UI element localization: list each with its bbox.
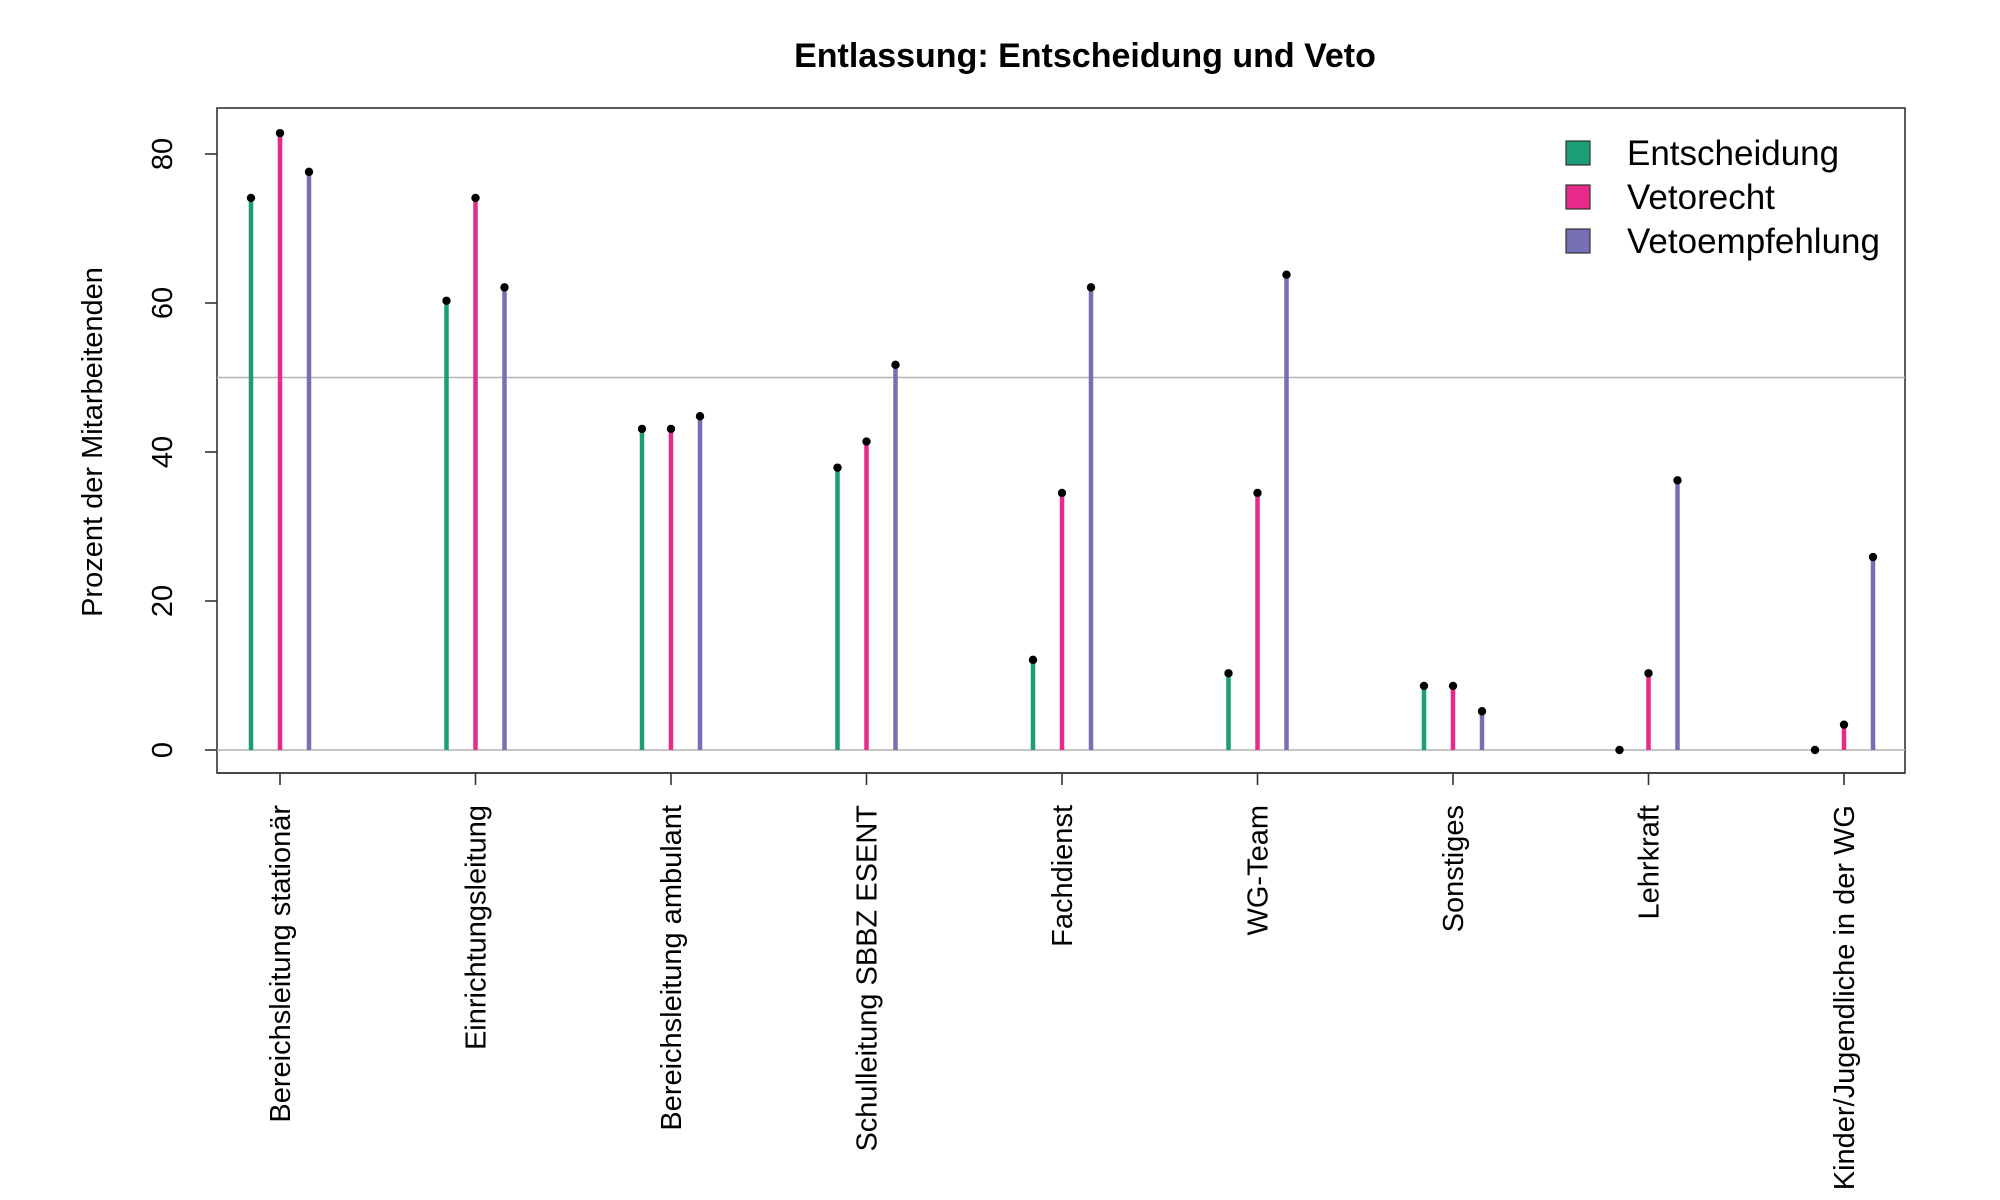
point-entscheidung (1615, 745, 1624, 755)
point-vetoempfehlung (500, 283, 509, 292)
y-tick-label: 20 (147, 585, 179, 617)
point-entscheidung (1810, 745, 1820, 755)
x-tick-label: Lehrkraft (1634, 805, 1666, 919)
point-vetoempfehlung (695, 412, 705, 421)
point-vetorecht (1253, 488, 1262, 498)
point-vetoempfehlung (1868, 552, 1878, 562)
point-entscheidung (246, 193, 256, 203)
point-entscheidung (1224, 669, 1233, 678)
x-tick-label: Bereichsleitung stationär (265, 805, 297, 1123)
point-vetorecht (666, 424, 676, 434)
legend-entry: Vetorecht (1627, 178, 1775, 217)
y-axis-label: Prozent der Mitarbeitenden (77, 267, 109, 617)
point-vetorecht (1839, 720, 1849, 729)
point-entscheidung (833, 463, 842, 472)
point-entscheidung (1419, 681, 1429, 691)
chart-marks: 0 20 40 60 80 Bereichsleitung stationär Einric… (147, 128, 1905, 1190)
point-vetoempfehlung (1086, 283, 1096, 292)
point-entscheidung (1028, 655, 1038, 665)
point-vetoempfehlung (1477, 707, 1487, 716)
x-tick-label: Bereichsleitung ambulant (656, 805, 688, 1131)
legend-entry: Vetoempfehlung (1627, 222, 1880, 261)
x-tick-label: WG-Team (1243, 805, 1275, 936)
y-tick-label: 80 (147, 138, 179, 170)
x-tick-label: Kinder/Jugendliche in der WG (1829, 805, 1861, 1190)
legend: Entscheidung Vetorecht Vetoempfehlung (1565, 134, 1880, 261)
legend-swatch (1565, 184, 1591, 210)
point-entscheidung (637, 424, 647, 434)
chart-title: Entlassung: Entscheidung und Veto (794, 37, 1376, 75)
x-tick-label: Sonstiges (1438, 805, 1470, 932)
point-vetoempfehlung (1282, 270, 1291, 279)
x-tick-label: Einrichtungsleitung (461, 805, 493, 1050)
point-vetoempfehlung (891, 360, 900, 370)
point-vetorecht (862, 437, 871, 446)
legend-swatch (1565, 228, 1591, 254)
point-vetoempfehlung (1673, 476, 1682, 485)
y-tick-label: 40 (147, 436, 179, 468)
legend-swatch (1565, 140, 1591, 166)
point-entscheidung (442, 296, 451, 305)
x-tick-label: Schulleitung SBBZ ESENT (852, 805, 884, 1152)
point-vetorecht (471, 193, 480, 203)
legend-entry: Entscheidung (1627, 134, 1839, 173)
point-vetorecht (1644, 669, 1653, 678)
point-vetorecht (1057, 488, 1067, 498)
point-vetorecht (1448, 681, 1458, 691)
point-vetorecht (275, 128, 285, 138)
point-vetoempfehlung (304, 167, 314, 177)
y-tick-label: 60 (147, 287, 179, 319)
x-tick-label: Fachdienst (1047, 805, 1079, 947)
y-tick-label: 0 (147, 742, 179, 758)
